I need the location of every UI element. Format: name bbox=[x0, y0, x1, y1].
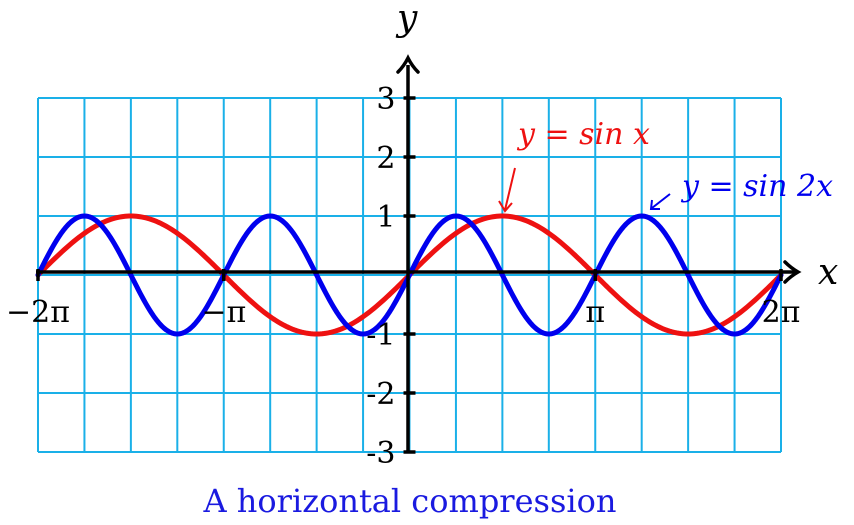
axes bbox=[36, 54, 802, 452]
y-tick-label: 2 bbox=[376, 141, 395, 176]
ticks: 3 2 1 -1 -2 -3 −2π −π π 2π bbox=[6, 82, 800, 471]
y-tick-label: -3 bbox=[366, 436, 395, 471]
series-label-sin-x: y = sin x bbox=[516, 117, 650, 152]
y-tick-label: -1 bbox=[366, 318, 395, 353]
series-label-sin-x-arrow bbox=[498, 167, 516, 213]
series-label-sin-2x-arrow bbox=[649, 193, 671, 210]
y-tick-label: 1 bbox=[376, 200, 395, 235]
x-tick-label: 2π bbox=[762, 295, 801, 330]
y-tick-label: -2 bbox=[366, 377, 395, 412]
x-tick-label: −π bbox=[201, 295, 246, 330]
y-axis-arrow bbox=[396, 54, 420, 74]
x-axis-arrow bbox=[783, 260, 802, 284]
y-tick-label: 3 bbox=[376, 82, 395, 117]
chart-caption: A horizontal compression bbox=[203, 482, 617, 520]
x-tick-label: π bbox=[585, 295, 605, 330]
x-tick-label: −2π bbox=[6, 295, 70, 330]
y-axis-label: y bbox=[395, 0, 418, 39]
x-axis-label: x bbox=[818, 252, 838, 293]
series-label-sin-2x: y = sin 2x bbox=[680, 169, 833, 204]
